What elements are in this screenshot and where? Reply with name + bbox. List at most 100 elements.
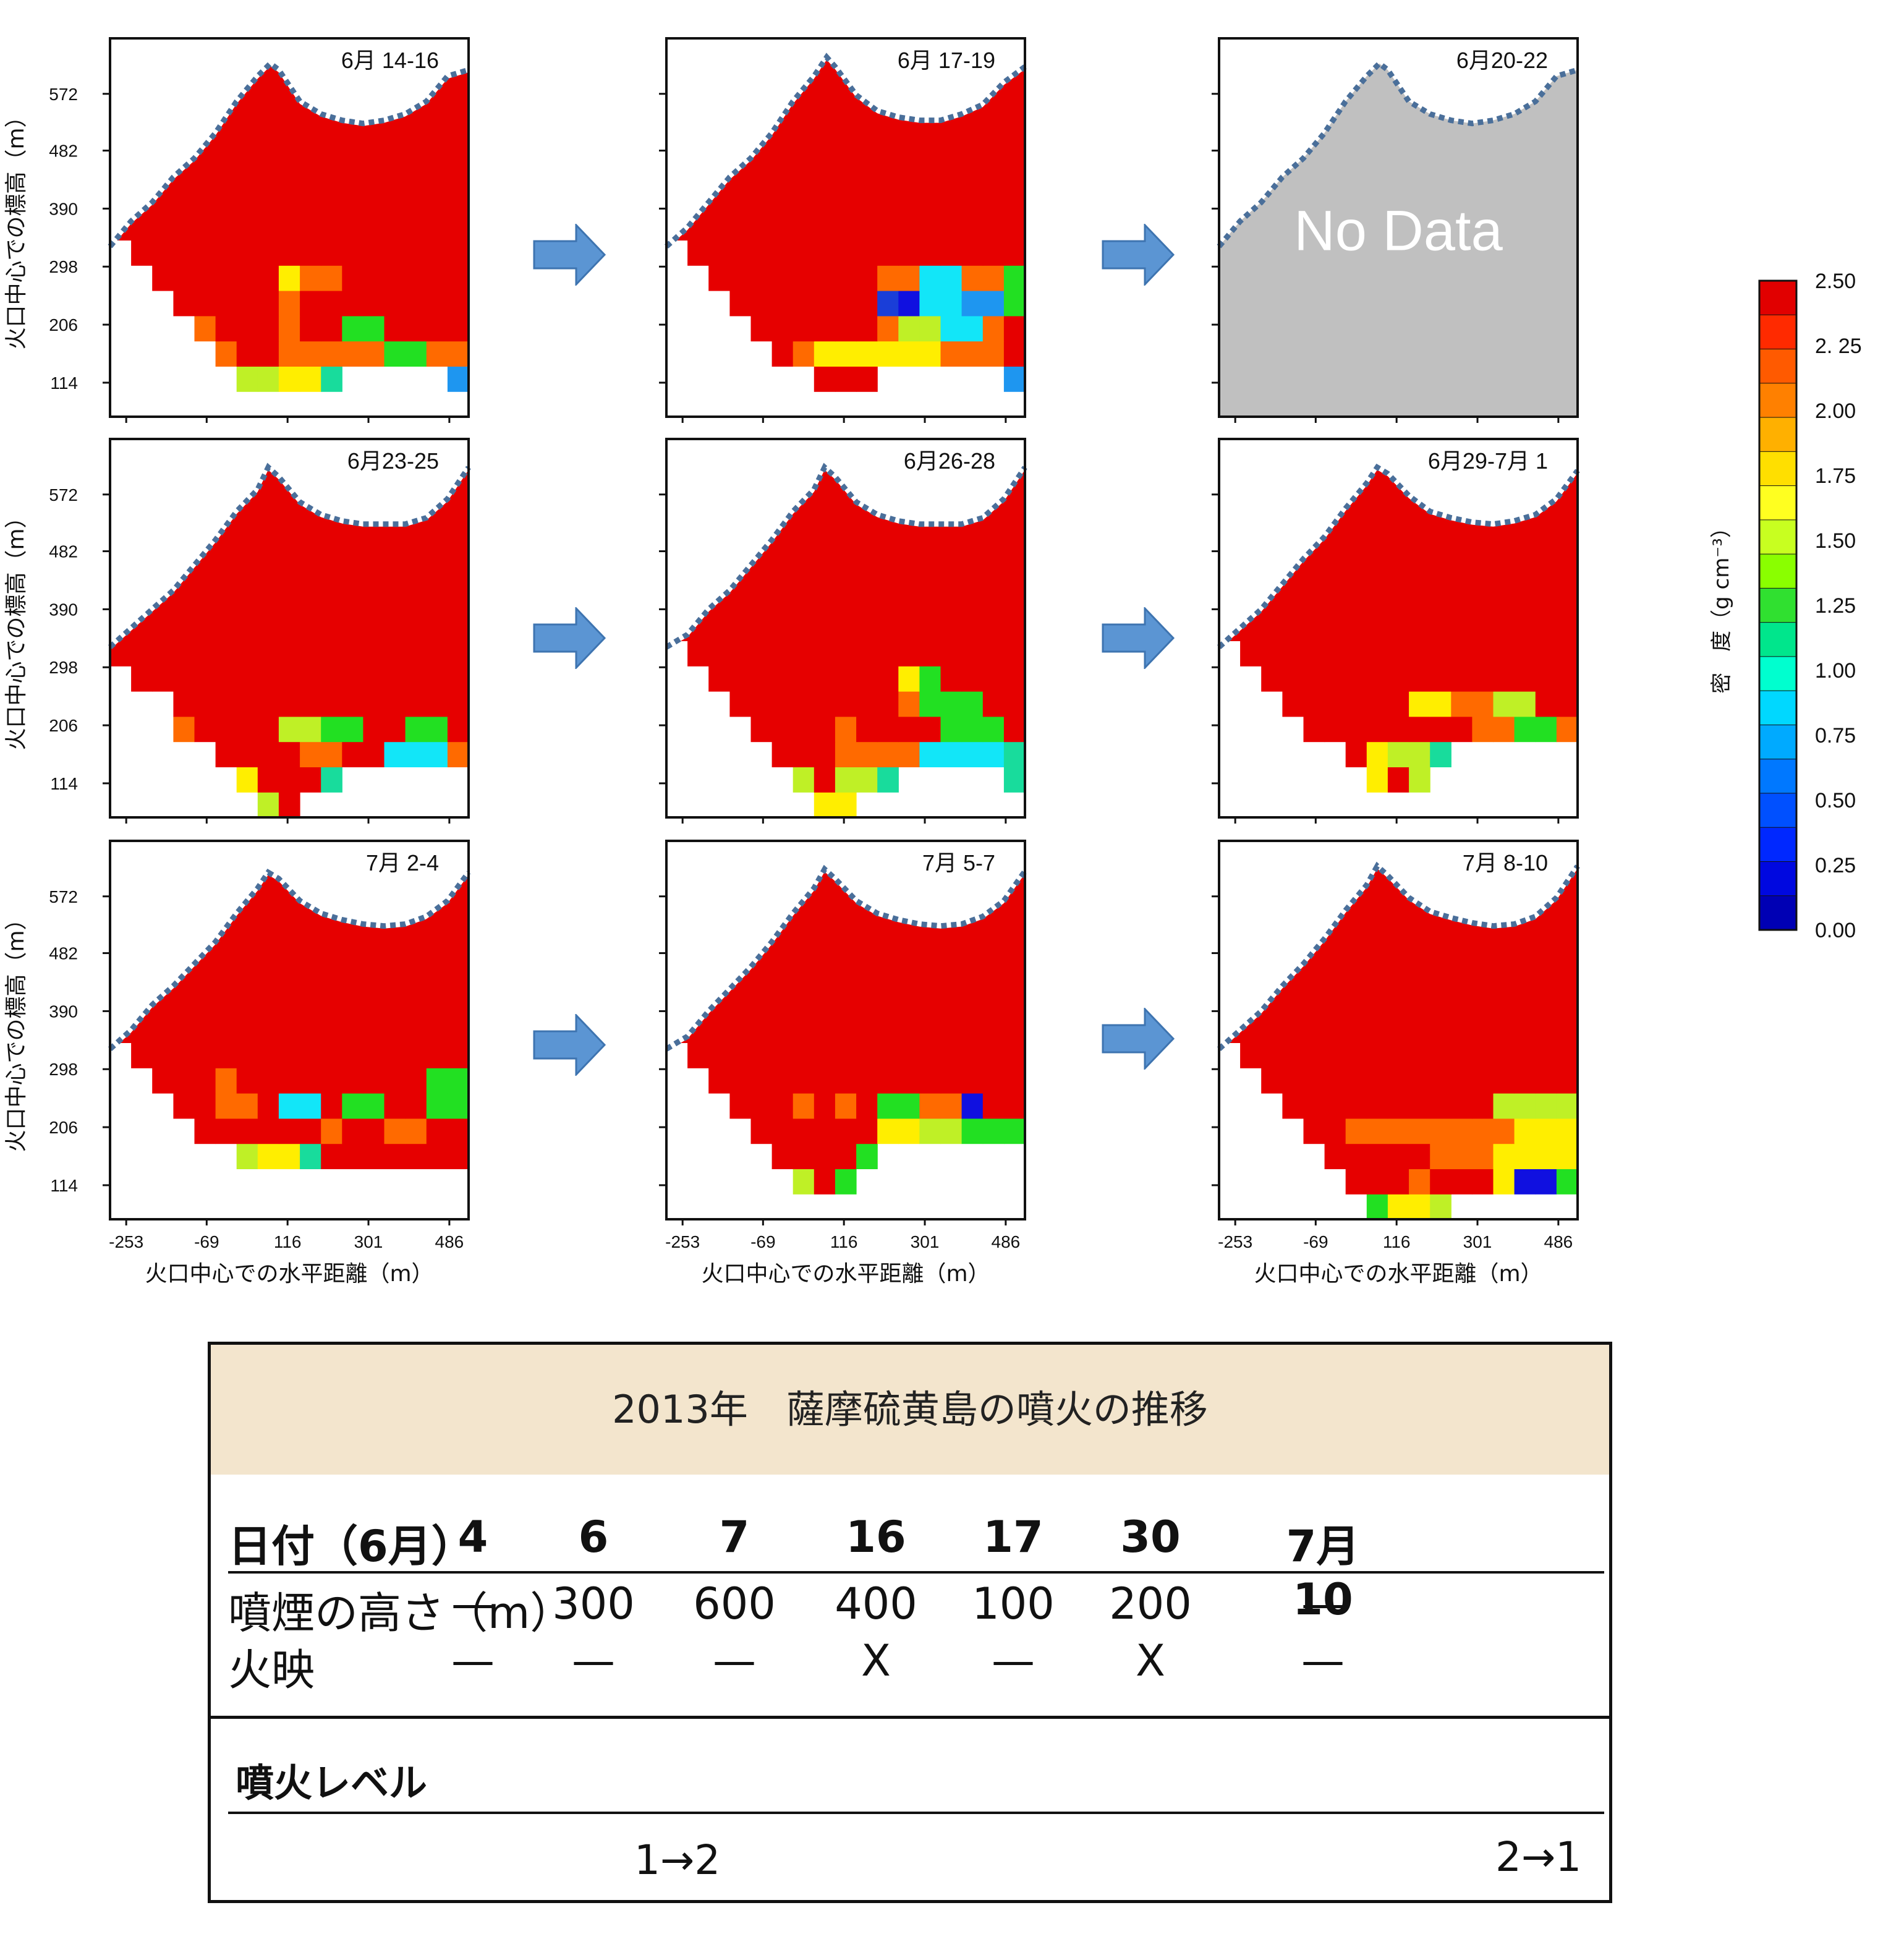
density-cell xyxy=(1003,741,1026,767)
density-cell xyxy=(1324,967,1346,993)
density-cell xyxy=(363,565,385,591)
density-cell xyxy=(384,967,406,993)
density-cell xyxy=(363,341,385,367)
density-cell xyxy=(771,1068,794,1094)
arrow-shape xyxy=(533,1014,606,1076)
density-cell xyxy=(447,215,469,241)
density-cell xyxy=(729,291,752,317)
heatmap-panel: 6月 14-16 114 206 298 390 482 572 火口中心での標高（m） xyxy=(0,32,506,509)
colorbar-tick-label: 2.50 xyxy=(1815,270,1856,293)
density-cell xyxy=(856,967,878,993)
density-cell xyxy=(1003,565,1026,591)
density-cell xyxy=(1409,540,1430,566)
density-cell xyxy=(1387,1042,1409,1068)
density-cell xyxy=(300,565,321,591)
density-cell xyxy=(342,315,363,342)
density-cell xyxy=(1387,942,1409,968)
density-cell xyxy=(300,967,321,993)
density-cell xyxy=(426,139,448,165)
density-cell xyxy=(363,215,385,241)
density-cell xyxy=(321,1143,342,1169)
density-cell xyxy=(1472,1118,1494,1144)
density-cell xyxy=(708,265,730,291)
density-cell xyxy=(342,1093,363,1119)
density-cell xyxy=(919,942,941,968)
density-cell xyxy=(405,1017,427,1043)
panel-frame xyxy=(109,37,470,418)
crater-profile-line xyxy=(108,59,470,249)
density-cell xyxy=(194,1118,216,1144)
density-cell xyxy=(1493,942,1515,968)
density-cell xyxy=(961,189,984,216)
heatmap-panel: 7月 5-7 -253 -69 116 301 486 火口中心での水平距離（m） xyxy=(555,835,1062,1312)
density-cell xyxy=(1556,1093,1578,1119)
colorbar-tick-label: 1.25 xyxy=(1815,594,1856,618)
density-cell xyxy=(342,265,363,291)
density-cell xyxy=(363,666,385,692)
y-tick-label: 298 xyxy=(49,1060,78,1079)
date-header-cell: 6 xyxy=(578,1512,609,1562)
density-cell xyxy=(750,590,773,616)
density-cell xyxy=(1514,1143,1536,1169)
density-cell xyxy=(856,565,878,591)
density-cell xyxy=(215,1068,237,1094)
density-cell xyxy=(1366,992,1388,1018)
density-cell xyxy=(771,641,794,667)
density-cell xyxy=(1261,1068,1283,1094)
density-cell xyxy=(1324,565,1346,591)
density-cell xyxy=(898,315,920,342)
x-tick-label: 116 xyxy=(1383,1232,1411,1251)
y-tick-label: 298 xyxy=(49,658,78,677)
density-cell xyxy=(961,240,984,266)
density-cell xyxy=(940,1068,963,1094)
density-cell xyxy=(342,1118,363,1144)
density-cell xyxy=(856,114,878,140)
density-cell xyxy=(215,215,237,241)
density-cell xyxy=(750,164,773,190)
density-cell xyxy=(856,1093,878,1119)
density-cell xyxy=(257,1143,279,1169)
density-cell xyxy=(257,666,279,692)
density-cell xyxy=(1366,1017,1388,1043)
density-cell xyxy=(300,691,321,717)
density-cell xyxy=(405,1042,427,1068)
density-cell xyxy=(1282,590,1304,616)
density-cell xyxy=(173,992,195,1018)
density-cell xyxy=(1345,666,1367,692)
density-cell xyxy=(194,291,216,317)
density-cell xyxy=(1003,189,1026,216)
density-cell xyxy=(1003,641,1026,667)
density-cell xyxy=(426,114,448,140)
density-cell xyxy=(321,1042,342,1068)
density-cell xyxy=(447,992,469,1018)
panel-date-label: 7月 8-10 xyxy=(1463,850,1548,875)
density-cell xyxy=(771,189,794,216)
density-cell xyxy=(1472,691,1494,717)
density-cell xyxy=(384,164,406,190)
density-cell xyxy=(1366,1068,1388,1094)
density-cell xyxy=(1261,1017,1283,1043)
density-cell xyxy=(729,1017,752,1043)
density-cell xyxy=(793,1143,815,1169)
density-cell xyxy=(1451,1042,1473,1068)
density-cell xyxy=(342,1017,363,1043)
density-cell xyxy=(771,666,794,692)
density-cell xyxy=(1451,967,1473,993)
density-cell xyxy=(919,240,941,266)
density-cell xyxy=(919,1093,941,1119)
x-tick-label: 301 xyxy=(911,1232,940,1251)
smoke-height-cell: — xyxy=(1301,1578,1345,1629)
density-cell xyxy=(447,1017,469,1043)
panel-date-label: 7月 5-7 xyxy=(922,850,995,875)
colorbar-swatch xyxy=(1759,895,1797,931)
density-cell xyxy=(236,967,258,993)
density-cell xyxy=(1387,967,1409,993)
density-cell xyxy=(793,265,815,291)
density-cell xyxy=(1514,641,1536,667)
density-cell xyxy=(835,139,857,165)
density-cell xyxy=(835,992,857,1018)
density-cell xyxy=(835,716,857,743)
density-cell xyxy=(1472,590,1494,616)
density-cell xyxy=(1556,615,1578,641)
density-cell xyxy=(363,967,385,993)
